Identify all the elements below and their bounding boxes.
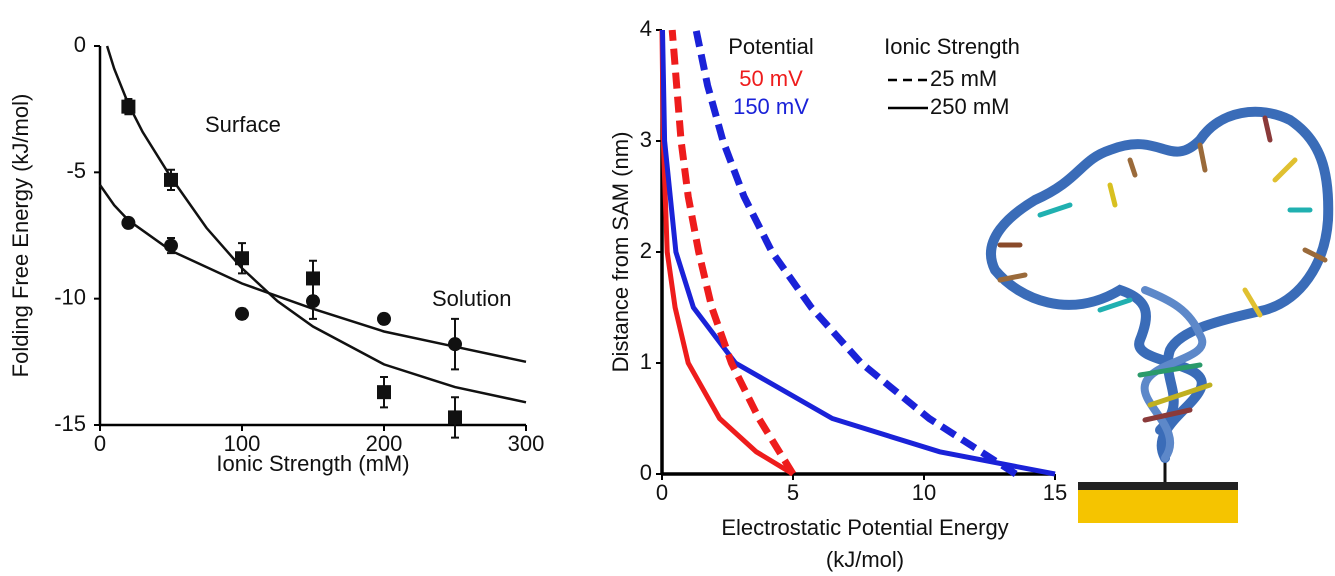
legend-label: 25 mM (930, 66, 997, 91)
y-tick-label: 4 (640, 16, 652, 41)
data-point (306, 271, 320, 286)
data-point (121, 215, 136, 230)
bases (997, 115, 1328, 423)
legend-label: 50 mV (739, 66, 803, 91)
dna-illustration (986, 106, 1334, 523)
y-tick-label: -5 (66, 158, 86, 183)
y-tick-label: -15 (54, 411, 86, 436)
data-point (164, 172, 178, 187)
data-point (377, 311, 391, 326)
x-tick-label: 0 (656, 480, 668, 505)
y-axis-label: Folding Free Energy (kJ/mol) (8, 94, 33, 378)
gold-surface (1078, 490, 1238, 523)
x-tick-label: 10 (912, 480, 936, 505)
data-point (164, 238, 178, 253)
curve (659, 29, 795, 477)
sam-layer (1078, 482, 1238, 490)
y-tick-label: 1 (640, 349, 652, 374)
x-tick-label: 0 (94, 431, 106, 456)
x-tick-label: 100 (224, 431, 261, 456)
curve (692, 29, 1018, 477)
x-tick-label: 15 (1043, 480, 1067, 505)
data-point (235, 251, 249, 266)
series-label: Solution (432, 286, 512, 311)
y-tick-label: 3 (640, 127, 652, 152)
x-axis-label: Ionic Strength (mM) (216, 451, 409, 476)
y-tick-label: 2 (640, 238, 652, 263)
fit-line (98, 184, 527, 364)
series-label: Surface (205, 112, 281, 137)
dna-strand-2 (1140, 286, 1207, 462)
legend-title: Ionic Strength (884, 34, 1020, 59)
x-tick-label: 200 (366, 431, 403, 456)
x-axis-label: (kJ/mol) (826, 547, 904, 572)
curve (668, 29, 796, 476)
x-tick-label: 300 (508, 431, 545, 456)
data-point (448, 337, 462, 352)
data-point (306, 294, 320, 309)
y-tick-label: 0 (74, 32, 86, 57)
curve (660, 29, 1056, 477)
legend-label: 250 mM (930, 94, 1009, 119)
data-point (377, 385, 391, 400)
y-tick-label: 0 (640, 460, 652, 485)
legend-label: 150 mV (733, 94, 809, 119)
data-point (121, 99, 136, 114)
y-tick-label: -10 (54, 284, 86, 309)
y-axis-label: Distance from SAM (nm) (608, 132, 633, 373)
x-tick-label: 5 (787, 480, 799, 505)
x-axis-label: Electrostatic Potential Energy (721, 515, 1008, 540)
data-point (235, 306, 249, 321)
dna-strand (986, 106, 1334, 463)
data-point (448, 410, 462, 425)
legend-title: Potential (728, 34, 814, 59)
